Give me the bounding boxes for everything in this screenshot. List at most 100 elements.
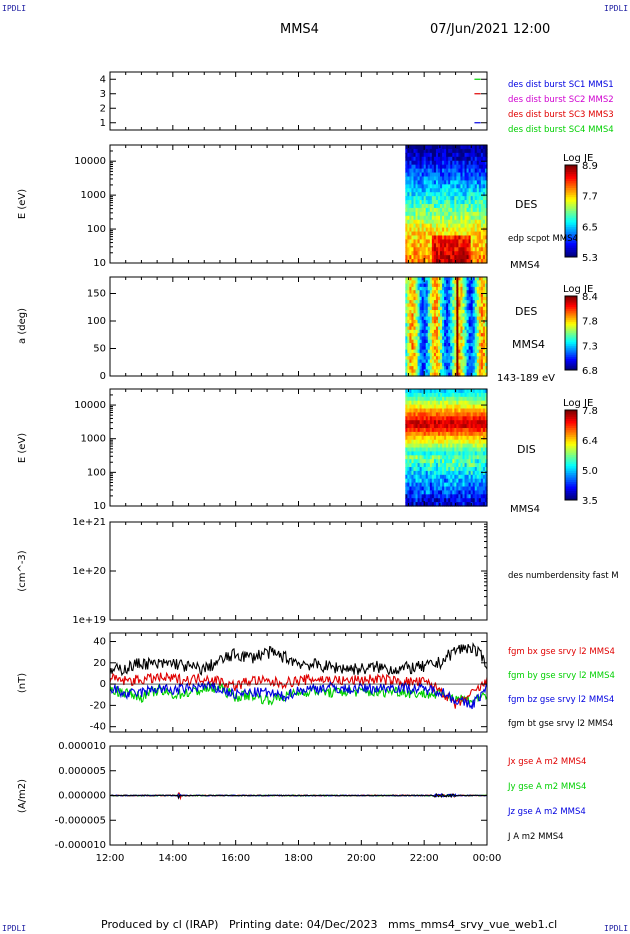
des-energy-cell <box>429 184 433 189</box>
des-energy-cell <box>454 255 457 260</box>
des-pitch-cell <box>484 339 488 344</box>
des-energy-cell <box>442 192 445 197</box>
dis-energy-cell <box>468 396 472 402</box>
des-energy-cell <box>421 223 425 229</box>
des-pitch-cell <box>423 319 427 324</box>
dis-energy-cell <box>444 467 447 472</box>
des-pitch-cell <box>460 343 464 347</box>
des-energy-cell <box>484 223 488 229</box>
des-pitch-cell <box>411 343 415 347</box>
des-pitch-cell <box>450 356 453 361</box>
des-pitch-cell <box>429 306 433 311</box>
des-pitch-cell <box>442 336 445 341</box>
des-energy-cell <box>474 204 478 209</box>
des-energy-cell <box>407 148 411 154</box>
des-energy-cell <box>480 243 484 248</box>
des-pitch-cell <box>466 303 470 308</box>
dis-energy-cell <box>409 431 413 437</box>
des-energy-cell <box>470 196 474 201</box>
des-energy-cell <box>417 211 421 217</box>
des-energy-cell <box>413 227 417 233</box>
des-energy-cell <box>446 207 449 213</box>
des-energy-cell <box>423 184 427 189</box>
des-energy-cell <box>472 188 476 193</box>
dis-energy-cell <box>452 439 455 445</box>
des-pitch-cell <box>452 323 455 328</box>
des-energy-cell <box>419 247 423 252</box>
des-energy-cell <box>429 231 433 237</box>
des-energy-cell <box>435 227 439 233</box>
des-energy-cell <box>437 239 441 244</box>
des-energy-cell <box>476 145 480 150</box>
des-pitch-cell <box>413 296 417 301</box>
dis-energy-cell <box>427 396 431 402</box>
des-energy-cell <box>478 219 482 225</box>
dis-energy-cell <box>446 431 449 437</box>
dis-energy-cell <box>413 502 417 507</box>
dis-energy-cell <box>450 424 453 429</box>
des-pitch-cell <box>472 359 476 364</box>
des-energy-cell <box>458 164 462 170</box>
dis-energy-colorbar <box>565 446 577 449</box>
dis-energy-cell <box>482 486 486 491</box>
des-energy-cell <box>435 172 439 178</box>
des-pitch-cell <box>425 336 429 341</box>
des-energy-cell <box>444 164 447 170</box>
dis-energy-cell <box>407 486 411 491</box>
des-pitch-cell <box>405 280 408 285</box>
dis-energy-cell <box>476 482 480 488</box>
des-pitch-cell <box>472 319 476 324</box>
des-energy-cell <box>427 200 431 205</box>
dis-energy-cell <box>411 392 415 398</box>
des-energy-cell <box>427 196 431 201</box>
des-energy-cell <box>458 211 462 217</box>
dis-energy-cell <box>482 392 486 398</box>
des-pitch-cell <box>460 352 464 357</box>
des-energy-cell <box>466 239 470 244</box>
des-pitch-cell <box>423 316 427 321</box>
des-pitch-colorbar <box>565 308 577 312</box>
dis-energy-cell <box>464 428 468 433</box>
des-energy-cell <box>466 184 470 189</box>
dis-energy-cell <box>464 482 468 488</box>
des-pitch-cell <box>468 300 472 304</box>
des-pitch-cell <box>458 352 462 357</box>
des-pitch-cell <box>460 323 464 328</box>
des-energy-cell <box>440 231 443 237</box>
des-energy-cell <box>423 259 427 264</box>
des-pitch-cell <box>427 277 431 281</box>
dis-energy-cell <box>466 474 470 480</box>
des-energy-cell <box>448 192 451 197</box>
des-energy-cell <box>484 251 488 256</box>
corner-label-bottom-left: IPDLI <box>2 924 27 933</box>
dis-energy-cell <box>417 482 421 488</box>
dis-energy-cell <box>409 455 413 460</box>
dis-energy-cell <box>427 474 431 480</box>
des-energy-cell <box>462 259 466 264</box>
des-pitch-cell <box>482 319 486 324</box>
des-energy-cell <box>421 211 425 217</box>
des-energy-cell <box>409 239 413 244</box>
des-pitch-cell <box>415 336 419 341</box>
des-pitch-cell <box>425 356 429 361</box>
des-energy-cell <box>452 152 455 158</box>
des-energy-cell <box>435 164 439 170</box>
des-pitch-cell <box>468 296 472 301</box>
dis-energy-cell <box>427 486 431 491</box>
des-energy-cell <box>482 223 486 229</box>
des-energy-cell <box>435 207 439 213</box>
des-pitch-cell <box>482 277 486 281</box>
des-energy-cell <box>468 168 472 174</box>
dis-energy-cell <box>480 467 484 472</box>
dis-energy-cell <box>431 412 435 417</box>
dis-energy-cell <box>405 420 408 425</box>
dis-energy-cell <box>474 392 478 398</box>
dis-energy-cell <box>421 389 425 394</box>
dis-energy-cell <box>476 490 480 495</box>
des-energy-cell <box>472 211 476 217</box>
des-pitch-cell <box>437 283 441 288</box>
des-pitch-cell <box>472 313 476 318</box>
des-pitch-cell <box>435 303 439 308</box>
des-pitch-cell <box>431 343 435 347</box>
des-pitch-cell <box>442 313 445 318</box>
